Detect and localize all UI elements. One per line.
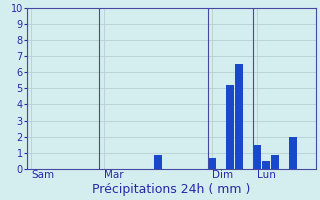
X-axis label: Précipitations 24h ( mm ): Précipitations 24h ( mm )	[92, 183, 251, 196]
Bar	[289, 137, 297, 169]
Bar	[226, 85, 234, 169]
Bar	[208, 158, 216, 169]
Bar	[271, 155, 279, 169]
Bar	[154, 155, 162, 169]
Bar	[262, 161, 270, 169]
Bar	[253, 145, 261, 169]
Bar	[235, 64, 243, 169]
